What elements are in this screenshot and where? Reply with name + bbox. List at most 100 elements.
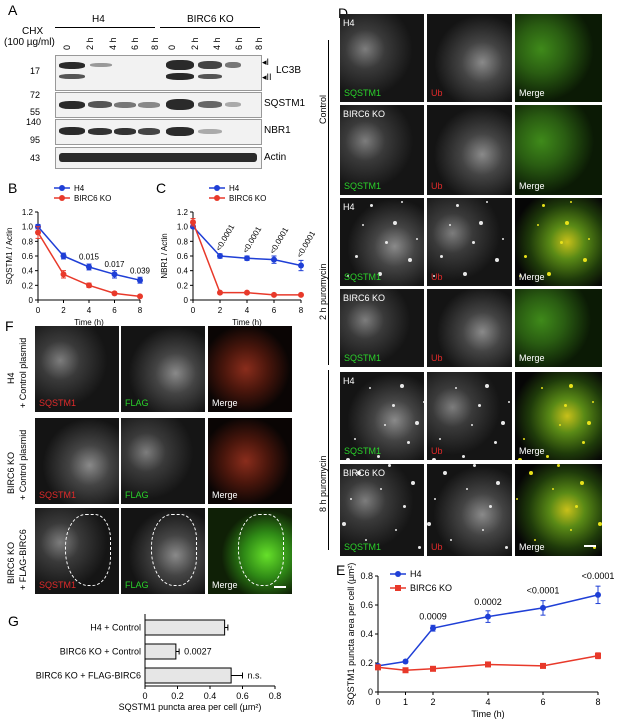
cell-line-label: H4 [343, 202, 355, 212]
y-tick-label: 0.6 [360, 600, 373, 610]
puncta [587, 421, 591, 425]
chart-g: 0 0.2 0.4 0.6 0.8 SQSTM1 puncta area per cell… [36, 614, 281, 712]
puncta [529, 471, 533, 475]
x-tick-label: 8 [595, 697, 600, 707]
x-tick-label: 1 [403, 697, 408, 707]
category-label: BIRC6 KO + Control [60, 647, 141, 657]
x-tick-label: 4 [245, 306, 250, 315]
channel-label: FLAG [125, 490, 149, 500]
y-tick-label: 0.8 [360, 571, 373, 581]
puncta [355, 255, 358, 258]
puncta [565, 221, 569, 225]
puncta [570, 529, 572, 531]
micrograph-f [208, 418, 292, 504]
x-tick-label: 2 [61, 306, 66, 315]
x-tick-label: 0 [36, 306, 41, 315]
data-point [137, 293, 143, 300]
scale-bar [584, 545, 596, 547]
x-tick-label: 0.4 [204, 691, 217, 701]
channel-label: SQSTM1 [39, 580, 77, 590]
puncta [443, 471, 447, 475]
puncta [463, 272, 467, 276]
y-axis-label: SQSTM1 puncta area per cell (µm²) [346, 563, 356, 706]
data-point [540, 604, 546, 611]
row-label-f2-line2: + Control plasmid [18, 429, 28, 500]
x-axis-label: Time (h) [232, 318, 262, 327]
data-point [137, 277, 143, 284]
group-line-birc6ko [160, 27, 260, 28]
x-tick-label: 0.2 [171, 691, 184, 701]
time-label: 2 h [190, 37, 200, 50]
data-point [271, 256, 277, 263]
y-tick-label: 1.0 [22, 223, 34, 232]
panel-label-b: B [8, 180, 18, 196]
marker-actin: Actin [264, 152, 287, 163]
puncta [471, 424, 473, 426]
puncta [569, 384, 573, 388]
micrograph-d [427, 105, 512, 195]
group-label-2h: 2 h puromycin [318, 263, 328, 320]
puncta [415, 421, 419, 425]
blot-lc3b [55, 55, 262, 91]
channel-label: Merge [212, 580, 238, 590]
panel-label-f: F [5, 318, 14, 334]
puncta [377, 455, 380, 458]
group-line-h4 [55, 27, 155, 28]
blot-nbr1 [55, 119, 262, 145]
data-point [298, 291, 304, 298]
puncta [494, 441, 497, 444]
legend-marker [214, 185, 220, 191]
micrograph-d [427, 289, 512, 367]
panel-label-a: A [8, 2, 18, 18]
y-tick-label: 0.8 [22, 237, 34, 246]
p-value-annotation: <0.0001 [214, 222, 237, 252]
puncta [541, 387, 543, 389]
puncta [411, 481, 415, 485]
legend-marker [395, 571, 401, 577]
time-label: 8 h [150, 37, 160, 50]
group-bracket-control [328, 40, 329, 200]
puncta [365, 539, 367, 541]
legend-label: BIRC6 KO [410, 583, 452, 593]
y-tick-label: 0.8 [177, 237, 189, 246]
y-tick-label: 1.0 [177, 223, 189, 232]
puncta [433, 275, 435, 277]
data-point [402, 658, 409, 665]
puncta [384, 424, 386, 426]
puncta [501, 421, 505, 425]
puncta [479, 221, 483, 225]
y-tick-label: 0.2 [177, 281, 189, 290]
puncta [557, 464, 560, 467]
y-tick-label: 0.6 [22, 252, 34, 261]
x-tick-label: 4 [87, 306, 92, 315]
x-axis-label: SQSTM1 puncta area per cell (µm²) [119, 702, 262, 712]
group-bracket-8h [328, 370, 329, 550]
cell-line-label: H4 [343, 376, 355, 386]
micrograph-f [121, 508, 205, 594]
category-label: H4 + Control [90, 623, 141, 633]
puncta [385, 241, 388, 244]
puncta [505, 546, 508, 549]
channel-label: SQSTM1 [344, 272, 382, 282]
x-axis-label: Time (h) [74, 318, 104, 327]
data-point [430, 665, 436, 672]
data-point [217, 289, 223, 296]
micrograph-d [427, 198, 512, 286]
mw-nbr1-b: 95 [30, 135, 41, 145]
y-tick-label: 1.2 [177, 208, 189, 217]
micrograph-f [208, 326, 292, 412]
puncta [560, 241, 563, 244]
puncta [583, 258, 587, 262]
channel-label: Ub [431, 542, 443, 552]
bar [144, 643, 177, 660]
marker-sqstm1: SQSTM1 [264, 98, 306, 109]
channel-label: SQSTM1 [344, 446, 382, 456]
puncta [403, 505, 406, 508]
data-point [111, 271, 118, 278]
data-point [86, 282, 92, 289]
micrograph-d [515, 198, 602, 286]
puncta [357, 471, 361, 475]
puncta [392, 404, 395, 407]
puncta [407, 441, 410, 444]
data-point [244, 289, 250, 296]
